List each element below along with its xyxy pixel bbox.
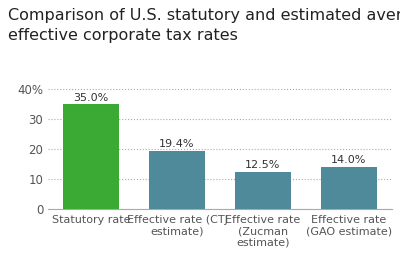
Bar: [235, 172, 291, 209]
Text: 19.4%: 19.4%: [159, 139, 195, 149]
Text: 14.0%: 14.0%: [331, 155, 367, 165]
Bar: [149, 151, 205, 209]
Text: 12.5%: 12.5%: [245, 160, 281, 170]
Bar: [63, 104, 119, 209]
Text: Comparison of U.S. statutory and estimated average
effective corporate tax rates: Comparison of U.S. statutory and estimat…: [8, 8, 400, 43]
Bar: [321, 167, 377, 209]
Text: 35.0%: 35.0%: [73, 92, 109, 103]
